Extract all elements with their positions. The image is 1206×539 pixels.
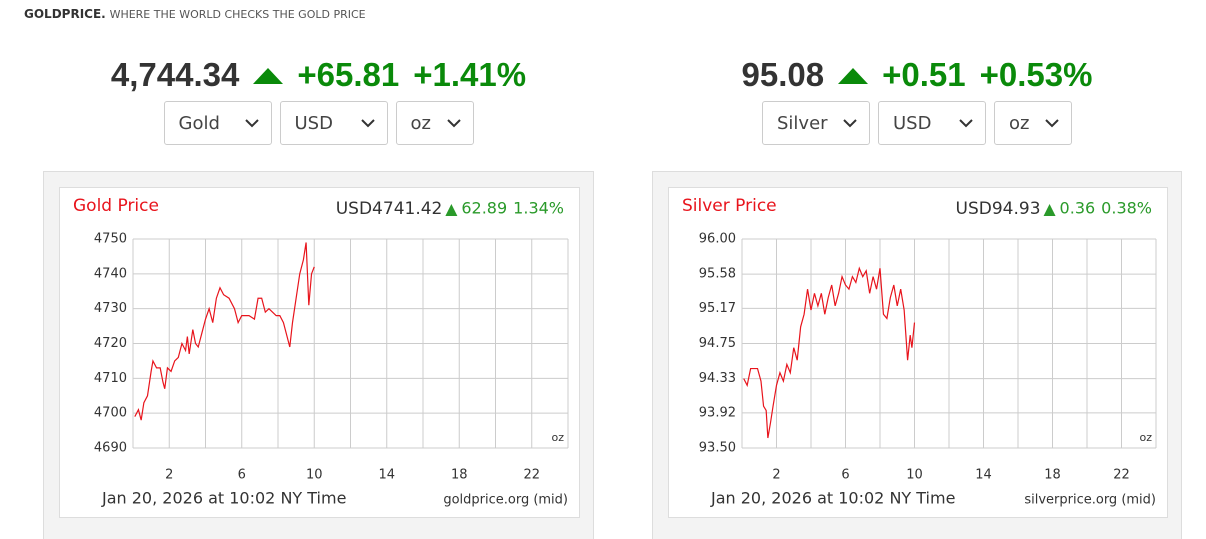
y-tick-label: 94.75: [699, 336, 736, 351]
arrow-shape: [253, 68, 284, 84]
price-line: [743, 266, 916, 439]
y-tick-label: 4700: [94, 406, 127, 421]
chevron-shape: [959, 118, 973, 127]
chevron: [959, 118, 973, 127]
x-tick-label: 18: [451, 468, 468, 483]
dropdown-label: Gold: [178, 112, 220, 134]
dropdown-label: USD: [893, 112, 932, 134]
quote-change: 62.89: [461, 199, 507, 218]
chevron: [843, 118, 857, 127]
x-tick-label: 22: [523, 468, 540, 483]
source: silverprice.org (mid): [1024, 493, 1156, 508]
selects: Gold USD oz: [43, 101, 594, 145]
dropdown[interactable]: USD: [279, 101, 388, 145]
x-tick-label: 18: [1044, 468, 1061, 483]
change-pct: +1.41%: [413, 56, 527, 93]
dropdown-label: oz: [410, 112, 431, 134]
price-row: 95.08 +0.51 +0.53%: [652, 56, 1182, 94]
dropdown-label: Silver: [777, 112, 828, 134]
up-arrow: [253, 68, 284, 84]
y-tick-label: 4740: [94, 266, 127, 281]
source: goldprice.org (mid): [443, 493, 568, 508]
y-tick-label: 95.17: [699, 301, 736, 316]
dropdown[interactable]: Silver: [762, 101, 870, 145]
y-tick-label: 4750: [94, 232, 127, 247]
y-tick-label: 95.58: [699, 267, 736, 282]
panel: 95.08 +0.51 +0.53% Silver USD oz Silver Price 0…: [652, 0, 1182, 539]
tagline: WHERE THE WORLD CHECKS THE GOLD PRICE: [109, 8, 366, 21]
quote-pct: 0.38%: [1101, 199, 1152, 218]
price-row: 4,744.34 +65.81 +1.41%: [43, 56, 594, 94]
chevron-shape: [244, 118, 259, 127]
chevron-shape: [843, 118, 857, 127]
quote-change: 0.36: [1060, 199, 1096, 218]
chevron: [360, 118, 375, 127]
chart-title: Gold Price: [73, 196, 159, 216]
y-tick-label: 4690: [94, 441, 127, 456]
dropdown-label: USD: [294, 112, 333, 134]
panel: 4,744.34 +65.81 +1.41% Gold USD oz Gold Price 1…: [43, 0, 594, 539]
chart-box: Silver Price 0.38% 0.36 USD94.93 93.50 93.92 9…: [652, 171, 1182, 539]
y-tick-label: 4720: [94, 336, 127, 351]
unit: oz: [551, 431, 564, 444]
dropdown[interactable]: oz: [994, 101, 1072, 145]
chart-box: Gold Price 1.34% 62.89 USD4741.42 4690 4700 47…: [43, 171, 594, 539]
dropdown[interactable]: Gold: [163, 101, 272, 145]
x-tick-label: 14: [378, 468, 395, 483]
dropdown-label: oz: [1009, 112, 1030, 134]
unit: oz: [1139, 431, 1152, 444]
quote: USD94.93: [956, 199, 1041, 219]
x-tick-label: 2: [165, 468, 173, 483]
dropdown[interactable]: oz: [395, 101, 474, 145]
y-tick-label: 94.33: [699, 371, 736, 386]
chart: Gold Price 1.34% 62.89 USD4741.42 4690 4700 47…: [59, 187, 580, 518]
y-tick-label: 93.92: [699, 405, 736, 420]
header: GOLDPRICE. WHERE THE WORLD CHECKS THE GO…: [24, 7, 366, 21]
y-tick-label: 96.00: [699, 232, 736, 247]
quote-arrow: [445, 204, 458, 216]
x-tick-label: 22: [1113, 468, 1130, 483]
price: 4,744.34: [110, 56, 240, 93]
dropdown[interactable]: USD: [878, 101, 986, 145]
quote-arrow: [1043, 204, 1056, 216]
change: +0.51: [882, 56, 966, 93]
x-tick-label: 10: [906, 468, 923, 483]
footer: Jan 20, 2026 at 10:02 NY Time: [101, 489, 346, 508]
chevron: [244, 118, 259, 127]
price: 95.08: [741, 56, 825, 93]
x-tick-label: 10: [306, 468, 323, 483]
chevron-shape: [1045, 118, 1059, 127]
chevron: [446, 118, 461, 127]
y-tick-label: 4730: [94, 301, 127, 316]
price-line: [134, 242, 315, 421]
chevron-shape: [446, 118, 461, 127]
chevron-shape: [360, 118, 375, 127]
chart-title: Silver Price: [682, 196, 777, 216]
footer: Jan 20, 2026 at 10:02 NY Time: [710, 489, 955, 508]
y-tick-label: 4710: [94, 371, 127, 386]
chevron: [1045, 118, 1059, 127]
chart: Silver Price 0.38% 0.36 USD94.93 93.50 93.92 9…: [668, 187, 1168, 518]
change-pct: +0.53%: [979, 56, 1093, 93]
x-tick-label: 2: [772, 468, 780, 483]
arrow-shape: [838, 68, 869, 84]
quote-pct: 1.34%: [513, 199, 564, 218]
y-tick-label: 93.50: [699, 441, 736, 456]
change: +65.81: [297, 56, 400, 93]
x-tick-label: 6: [841, 468, 849, 483]
quote: USD4741.42: [336, 199, 443, 219]
x-tick-label: 14: [975, 468, 992, 483]
up-arrow: [838, 68, 869, 84]
selects: Silver USD oz: [652, 101, 1182, 145]
x-tick-label: 6: [238, 468, 246, 483]
brand: GOLDPRICE.: [24, 7, 106, 21]
